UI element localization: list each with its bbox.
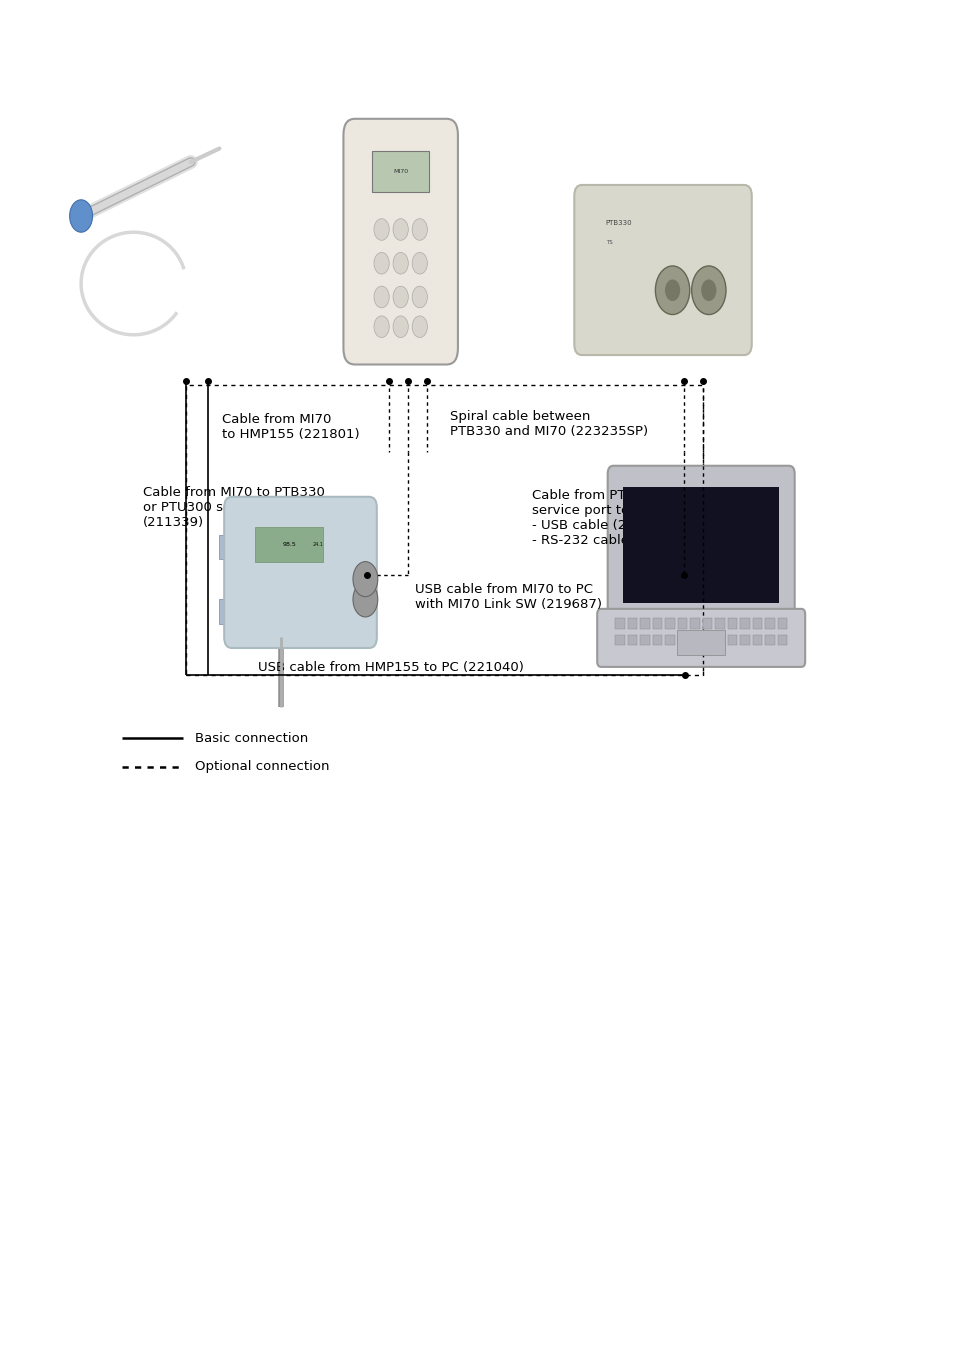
Circle shape: [664, 279, 679, 301]
Bar: [639, 618, 649, 629]
Circle shape: [393, 286, 408, 308]
Text: Cable from MI70 to PTB330
or PTU300 service port
(211339): Cable from MI70 to PTB330 or PTU300 serv…: [143, 486, 325, 529]
Text: MI70: MI70: [393, 169, 408, 174]
Circle shape: [353, 582, 377, 617]
Text: USB cable from MI70 to PC
with MI70 Link SW (219687): USB cable from MI70 to PC with MI70 Link…: [415, 583, 601, 612]
Bar: [702, 618, 712, 629]
Bar: [752, 618, 761, 629]
Bar: [702, 634, 712, 645]
Bar: [752, 634, 761, 645]
Text: Cable from PTB330
service port to PC:
- USB cable (219685)
- RS-232 cable (19446: Cable from PTB330 service port to PC: - …: [532, 489, 703, 547]
Circle shape: [412, 316, 427, 338]
Circle shape: [374, 219, 389, 240]
FancyBboxPatch shape: [574, 185, 751, 355]
FancyBboxPatch shape: [597, 609, 804, 667]
Circle shape: [412, 286, 427, 308]
Circle shape: [691, 266, 725, 315]
Circle shape: [393, 219, 408, 240]
Text: PTB330: PTB330: [605, 220, 632, 225]
Circle shape: [393, 316, 408, 338]
Bar: [622, 487, 779, 603]
Bar: [615, 634, 624, 645]
Bar: [627, 634, 637, 645]
Bar: [677, 630, 724, 655]
Circle shape: [655, 266, 689, 315]
Bar: [727, 618, 737, 629]
Bar: [764, 634, 774, 645]
Bar: [677, 634, 686, 645]
Circle shape: [412, 252, 427, 274]
Bar: [777, 634, 786, 645]
Text: 98.5: 98.5: [282, 541, 295, 547]
Bar: [677, 618, 686, 629]
Bar: [715, 618, 724, 629]
Text: 24.1: 24.1: [312, 541, 323, 547]
Bar: [689, 634, 699, 645]
Text: Cable from MI70
to HMP155 (221801): Cable from MI70 to HMP155 (221801): [222, 413, 359, 441]
Circle shape: [374, 252, 389, 274]
Bar: [664, 618, 674, 629]
Bar: [219, 535, 233, 559]
Circle shape: [412, 219, 427, 240]
Bar: [372, 151, 429, 192]
Bar: [652, 618, 661, 629]
Circle shape: [393, 252, 408, 274]
Circle shape: [700, 279, 716, 301]
FancyBboxPatch shape: [224, 497, 376, 648]
Text: TS: TS: [605, 240, 612, 246]
Bar: [727, 634, 737, 645]
FancyBboxPatch shape: [343, 119, 457, 364]
Bar: [615, 618, 624, 629]
Bar: [639, 634, 649, 645]
Circle shape: [353, 562, 377, 597]
Text: Spiral cable between
PTB330 and MI70 (223235SP): Spiral cable between PTB330 and MI70 (22…: [450, 410, 648, 439]
Circle shape: [374, 286, 389, 308]
Bar: [777, 618, 786, 629]
Bar: [764, 618, 774, 629]
Bar: [652, 634, 661, 645]
Bar: [740, 634, 749, 645]
Text: USB cable from HMP155 to PC (221040): USB cable from HMP155 to PC (221040): [257, 662, 523, 675]
Bar: [740, 618, 749, 629]
Bar: [715, 634, 724, 645]
Text: Basic connection: Basic connection: [194, 732, 308, 745]
FancyBboxPatch shape: [607, 466, 794, 625]
Bar: [219, 599, 233, 624]
Bar: [689, 618, 699, 629]
Bar: [254, 526, 323, 562]
Bar: [664, 634, 674, 645]
Circle shape: [70, 200, 92, 232]
Text: Optional connection: Optional connection: [194, 760, 329, 774]
Bar: [627, 618, 637, 629]
Bar: [186, 385, 702, 675]
Circle shape: [374, 316, 389, 338]
